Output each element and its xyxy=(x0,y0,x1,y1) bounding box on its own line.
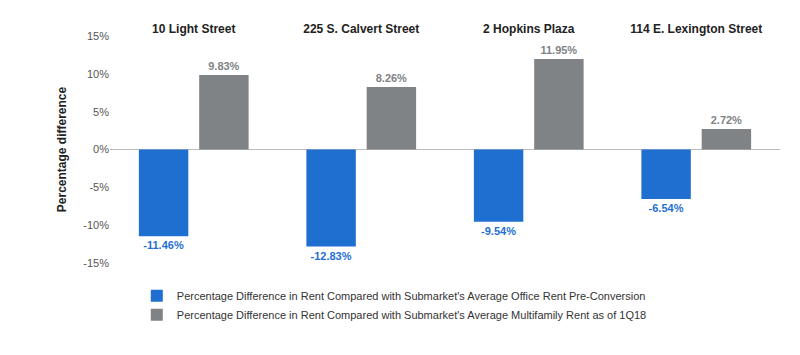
svg-text:10%: 10% xyxy=(87,68,109,80)
svg-text:Percentage Difference in Rent: Percentage Difference in Rent Compared w… xyxy=(177,290,646,302)
svg-text:15%: 15% xyxy=(87,30,109,42)
svg-text:2.72%: 2.72% xyxy=(711,114,742,126)
svg-text:11.95%: 11.95% xyxy=(540,44,577,56)
svg-text:2 Hopkins Plaza: 2 Hopkins Plaza xyxy=(483,22,575,36)
svg-text:-15%: -15% xyxy=(83,257,109,269)
svg-text:0%: 0% xyxy=(93,143,109,155)
svg-text:5%: 5% xyxy=(93,106,109,118)
svg-text:114 E. Lexington Street: 114 E. Lexington Street xyxy=(630,22,762,36)
svg-text:-12.83%: -12.83% xyxy=(311,250,352,262)
svg-text:-10%: -10% xyxy=(83,219,109,231)
svg-text:-6.54%: -6.54% xyxy=(649,202,684,214)
svg-text:-5%: -5% xyxy=(89,181,109,193)
svg-text:8.26%: 8.26% xyxy=(376,72,407,84)
svg-text:Percentage difference: Percentage difference xyxy=(55,86,69,212)
svg-text:-9.54%: -9.54% xyxy=(481,225,516,237)
svg-text:-11.46%: -11.46% xyxy=(143,239,184,251)
svg-text:225 S. Calvert Street: 225 S. Calvert Street xyxy=(303,22,419,36)
svg-text:10 Light Street: 10 Light Street xyxy=(152,22,235,36)
svg-text:Percentage Difference in Rent: Percentage Difference in Rent Compared w… xyxy=(177,309,646,321)
svg-text:9.83%: 9.83% xyxy=(208,60,239,72)
